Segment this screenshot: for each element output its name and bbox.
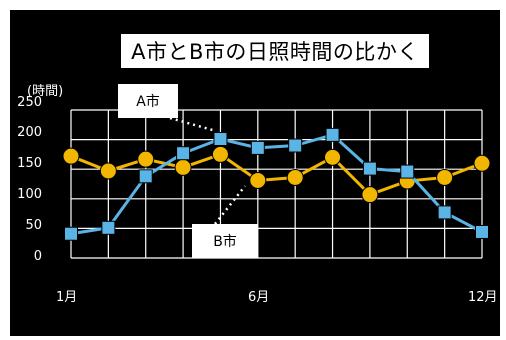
series-b-point	[362, 161, 377, 176]
y-axis-unit-label: (時間)	[27, 84, 64, 99]
series-b-point	[288, 138, 303, 153]
y-tick-150: 150	[17, 156, 42, 171]
series-b-leader	[214, 185, 246, 225]
series-b-point	[325, 127, 340, 142]
series-a-point	[211, 145, 229, 163]
series-a-point	[324, 148, 342, 166]
series-b-callout: B市	[192, 224, 258, 258]
series-a-point	[137, 150, 155, 168]
x-tick-dec: 12月	[468, 290, 498, 305]
series-b-line	[70, 133, 483, 236]
y-tick-0: 0	[33, 249, 42, 264]
series-a-point	[361, 186, 379, 204]
series-b-point	[64, 226, 78, 241]
series-a-callout: A市	[118, 84, 178, 118]
series-b-point	[101, 220, 116, 235]
series-a-point	[473, 154, 491, 172]
series-a-point	[286, 168, 304, 186]
series-b-point	[138, 169, 153, 184]
x-tick-jun: 6月	[248, 290, 270, 305]
series-a-point	[99, 162, 117, 180]
series-a-point	[174, 158, 192, 176]
series-b-point	[475, 224, 489, 239]
series-a-line	[70, 152, 483, 197]
series-a-point	[249, 171, 267, 189]
y-tick-250: 250	[17, 95, 42, 110]
y-tick-100: 100	[17, 187, 42, 202]
series-b-point	[213, 132, 228, 147]
series-b-point	[176, 146, 191, 161]
series-b-point	[400, 164, 415, 179]
x-tick-jan: 1月	[56, 290, 78, 305]
series-a-point	[436, 168, 454, 186]
series-a-point	[62, 147, 80, 165]
series-b-point	[250, 140, 265, 155]
y-tick-50: 50	[25, 218, 42, 233]
y-tick-200: 200	[17, 125, 42, 140]
series-a-leader	[169, 116, 217, 133]
series-b-point	[437, 205, 452, 220]
chart-title: A市とB市の日照時間の比かく	[121, 34, 429, 68]
